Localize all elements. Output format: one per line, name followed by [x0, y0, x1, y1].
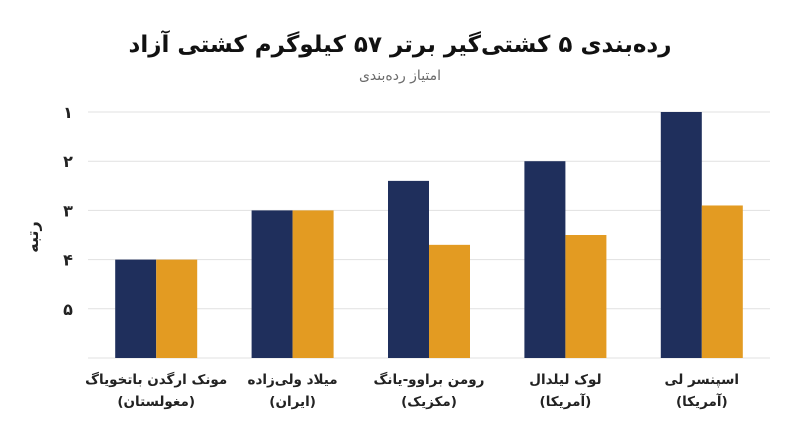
bar-series-2	[565, 235, 607, 358]
y-tick-label: ۱	[63, 103, 73, 122]
x-tick-label: لوک لیلدال	[529, 372, 601, 388]
bars	[115, 112, 743, 358]
bar-series-2	[429, 244, 470, 358]
bar-series-2	[701, 205, 743, 358]
bar-series-1	[251, 210, 293, 358]
x-tick-label: مونک ارگدن باتخویاگ	[85, 371, 227, 388]
bar-series-1	[660, 112, 702, 358]
y-tick-labels: ۱ ۲ ۳ ۴ ۵	[63, 103, 73, 319]
x-tick-label: رومن براوو-یانگ	[374, 371, 485, 388]
x-tick-labels: مونک ارگدن باتخویاگ (مغولستان) میلاد ولی‌ز…	[85, 371, 739, 410]
x-tick-sublabel: (آمریکا)	[676, 393, 728, 410]
bar-series-1	[388, 180, 429, 358]
bar-series-2	[292, 210, 334, 358]
bar-series-1	[115, 259, 157, 358]
bar-series-1	[524, 161, 566, 358]
y-tick-label: ۳	[63, 201, 73, 220]
x-tick-sublabel: (مکزیک)	[401, 394, 457, 410]
y-tick-label: ۲	[63, 152, 73, 171]
x-tick-label: میلاد ولی‌زاده	[248, 372, 338, 388]
x-tick-label: اسپنسر لی	[665, 372, 740, 388]
x-tick-sublabel: (مغولستان)	[117, 394, 195, 410]
bar-series-2	[156, 259, 198, 358]
chart-title: رده‌بندی ۵ کشتی‌گیر برتر ۵۷ کیلوگرم کشتی…	[129, 29, 672, 58]
y-tick-label: ۴	[63, 251, 73, 270]
x-tick-sublabel: (ایران)	[269, 394, 316, 410]
chart-subtitle: امتیاز رده‌بندی	[359, 68, 441, 84]
y-axis-label: رتبه	[23, 221, 42, 252]
x-tick-sublabel: (آمریکا)	[540, 393, 592, 410]
y-tick-label: ۵	[63, 300, 73, 319]
